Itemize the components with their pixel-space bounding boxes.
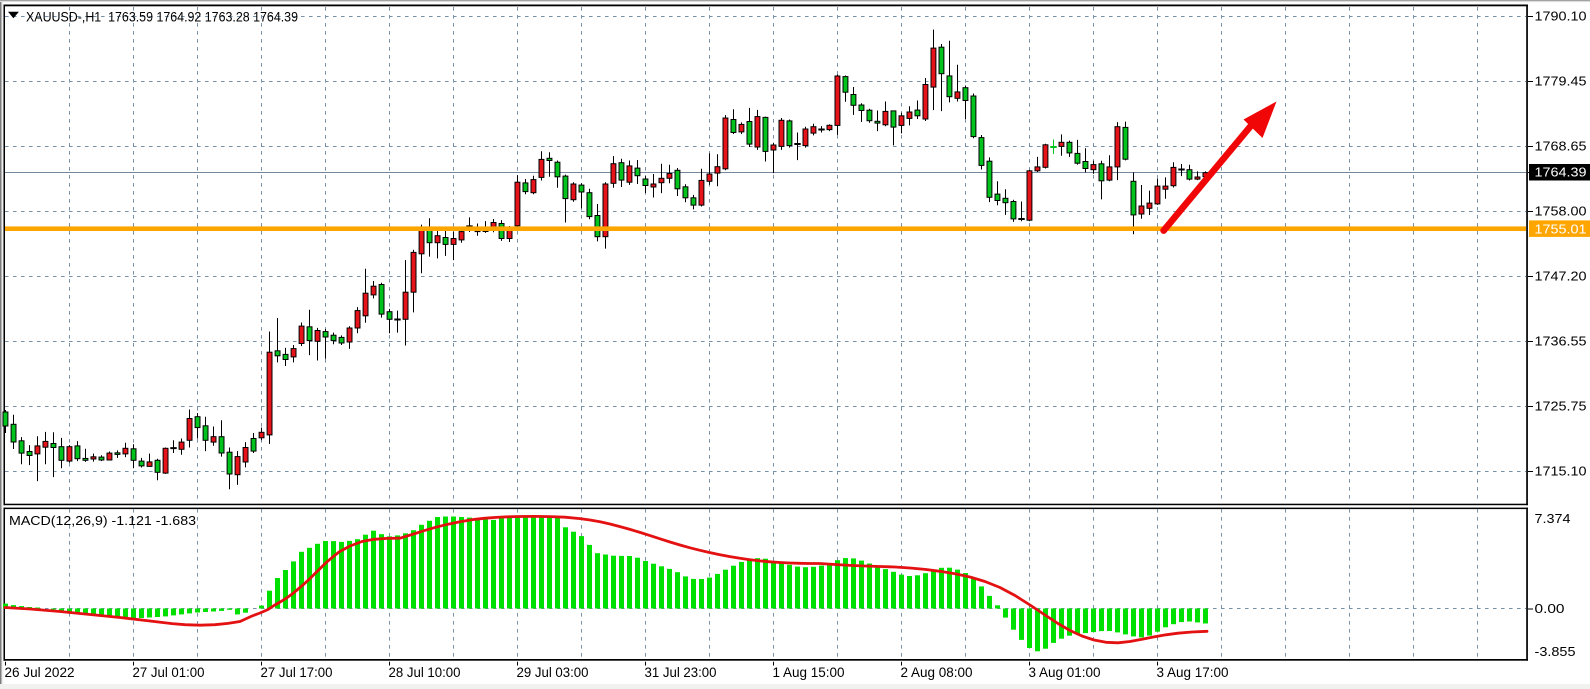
svg-text:1779.45: 1779.45 bbox=[1535, 74, 1587, 89]
svg-text:XAUUSD-,H1 1763.59 1764.92 17: XAUUSD-,H1 1763.59 1764.92 1763.28 1764.… bbox=[26, 9, 298, 24]
svg-text:1768.65: 1768.65 bbox=[1535, 139, 1587, 154]
svg-text:1715.10: 1715.10 bbox=[1535, 464, 1587, 479]
svg-text:0.00: 0.00 bbox=[1535, 601, 1565, 616]
svg-text:3 Aug 01:00: 3 Aug 01:00 bbox=[1029, 665, 1101, 680]
svg-text:1747.20: 1747.20 bbox=[1535, 269, 1587, 284]
svg-text:27 Jul 17:00: 27 Jul 17:00 bbox=[261, 665, 333, 680]
svg-text:-3.855: -3.855 bbox=[1535, 644, 1576, 659]
svg-text:27 Jul 01:00: 27 Jul 01:00 bbox=[133, 665, 205, 680]
svg-text:1 Aug 15:00: 1 Aug 15:00 bbox=[773, 665, 845, 680]
svg-text:31 Jul 23:00: 31 Jul 23:00 bbox=[645, 665, 717, 680]
svg-text:28 Jul 10:00: 28 Jul 10:00 bbox=[389, 665, 461, 680]
svg-text:1758.00: 1758.00 bbox=[1535, 204, 1587, 219]
svg-text:26 Jul 2022: 26 Jul 2022 bbox=[5, 665, 75, 680]
svg-text:29 Jul 03:00: 29 Jul 03:00 bbox=[517, 665, 589, 680]
svg-text:1736.55: 1736.55 bbox=[1535, 334, 1587, 349]
svg-text:2 Aug 08:00: 2 Aug 08:00 bbox=[901, 665, 973, 680]
svg-text:1725.75: 1725.75 bbox=[1535, 399, 1587, 414]
svg-text:7.374: 7.374 bbox=[1535, 511, 1571, 526]
svg-text:MACD(12,26,9) -1.121 -1.683: MACD(12,26,9) -1.121 -1.683 bbox=[9, 513, 196, 528]
svg-text:1755.01: 1755.01 bbox=[1535, 221, 1587, 236]
svg-text:3 Aug 17:00: 3 Aug 17:00 bbox=[1157, 665, 1229, 680]
svg-text:1764.39: 1764.39 bbox=[1535, 165, 1587, 180]
svg-text:1790.10: 1790.10 bbox=[1535, 9, 1587, 24]
